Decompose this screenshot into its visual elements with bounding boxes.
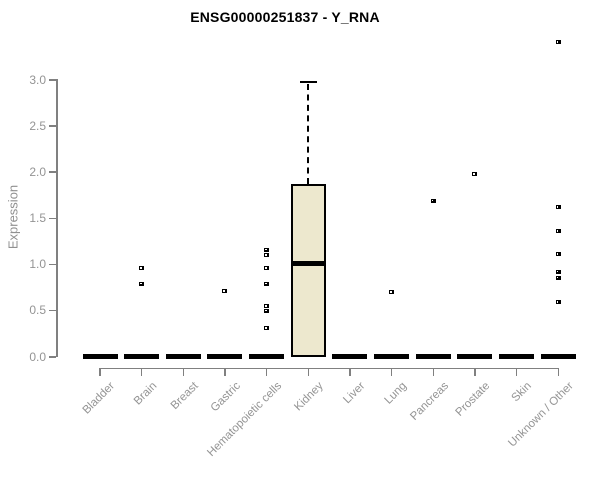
median-line <box>249 353 285 359</box>
median-line <box>207 353 243 359</box>
median-line <box>290 261 326 267</box>
x-tick-label: Lung <box>382 380 410 407</box>
whisker-cap <box>299 80 317 84</box>
outlier-point <box>264 308 270 313</box>
outlier-point <box>264 266 270 271</box>
outlier-point <box>555 269 561 274</box>
whisker-line <box>307 83 310 185</box>
x-axis-tick <box>265 367 268 376</box>
chart-title: ENSG00000251837 - Y_RNA <box>190 9 380 25</box>
y-tick-label: 3.0 <box>29 72 46 87</box>
outlier-point <box>264 304 270 309</box>
outlier-point <box>222 289 228 294</box>
y-axis-line <box>56 79 58 358</box>
y-axis-tick <box>48 309 56 312</box>
y-tick-label: 2.5 <box>29 118 46 133</box>
y-axis-tick <box>48 263 56 266</box>
box-body <box>290 184 326 357</box>
x-tick-label: Bladder <box>80 380 118 417</box>
x-axis-tick <box>432 367 435 376</box>
x-tick-label: Breast <box>168 380 201 412</box>
median-line <box>165 353 201 359</box>
outlier-point <box>264 247 270 252</box>
x-tick-label: Skin <box>509 380 535 405</box>
x-axis-tick <box>515 367 518 376</box>
x-axis-tick <box>307 367 310 376</box>
x-axis-tick <box>182 367 185 376</box>
x-axis-tick <box>140 367 143 376</box>
median-line <box>415 353 451 359</box>
x-tick-label: Gastric <box>208 380 243 415</box>
outlier-point <box>555 205 561 210</box>
outlier-point <box>264 253 270 258</box>
median-line <box>332 353 368 359</box>
x-axis-tick <box>349 367 351 376</box>
outlier-point <box>555 300 561 305</box>
x-axis-tick <box>390 367 393 376</box>
outlier-point <box>555 229 561 234</box>
x-tick-label: Pancreas <box>407 380 451 423</box>
median-line <box>457 353 493 359</box>
y-axis-tick <box>48 217 56 219</box>
x-tick-label: Hematopoietic cells <box>205 380 285 459</box>
median-line <box>374 353 410 359</box>
x-axis-tick <box>224 367 226 376</box>
outlier-point <box>264 281 270 286</box>
x-axis-tick <box>99 367 101 376</box>
x-tick-label: Brain <box>131 380 160 408</box>
y-tick-label: 1.0 <box>29 257 46 272</box>
outlier-point <box>555 40 561 45</box>
outlier-point <box>264 326 270 331</box>
y-tick-label: 1.5 <box>29 211 46 225</box>
x-axis-tick <box>557 367 559 376</box>
y-axis-tick <box>48 125 56 127</box>
x-axis-tick <box>474 367 476 376</box>
outlier-point <box>555 275 561 280</box>
median-line <box>124 353 160 359</box>
outlier-point <box>139 266 145 271</box>
x-tick-label: Prostate <box>453 380 493 419</box>
outlier-point <box>555 252 561 257</box>
median-line <box>499 353 535 359</box>
median-line <box>540 353 576 359</box>
y-axis-tick <box>48 356 56 358</box>
outlier-point <box>472 172 478 177</box>
y-tick-label: 2.0 <box>29 164 46 179</box>
x-axis-line <box>99 367 559 369</box>
outlier-point <box>139 281 145 286</box>
median-line <box>82 353 118 359</box>
y-axis-tick <box>48 79 56 81</box>
y-axis-tick <box>48 171 56 173</box>
outlier-point <box>389 290 395 295</box>
y-tick-label: 0.0 <box>29 349 46 364</box>
x-tick-label: Kidney <box>292 380 326 414</box>
x-tick-label: Liver <box>341 380 368 407</box>
outlier-point <box>430 198 436 203</box>
y-tick-label: 0.5 <box>29 303 46 318</box>
